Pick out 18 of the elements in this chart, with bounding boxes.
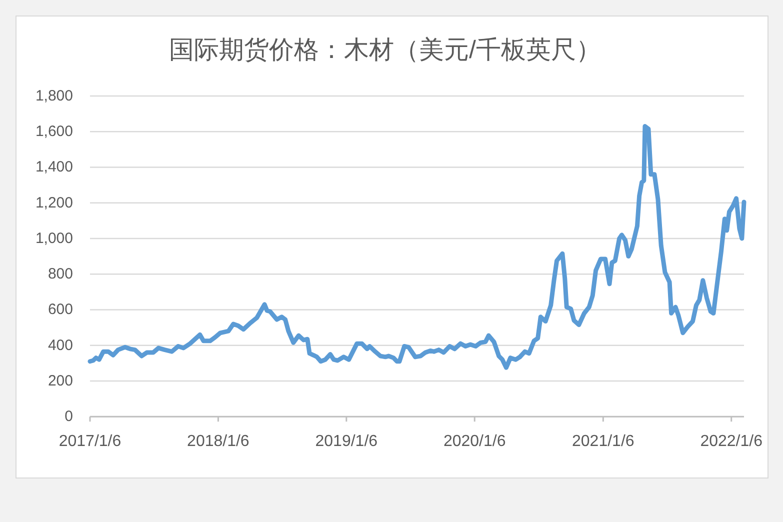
y-tick-label: 600 <box>48 301 73 318</box>
y-tick-label: 1,600 <box>35 123 73 140</box>
y-tick-label: 400 <box>48 336 73 354</box>
y-tick-label: 800 <box>48 266 73 283</box>
x-tick-label: 2017/1/6 <box>58 433 122 450</box>
chart-title: 国际期货价格：木材（美元/千板英尺） <box>169 36 601 64</box>
x-tick-label: 2022/1/6 <box>700 433 763 450</box>
x-tick-label: 2019/1/6 <box>315 433 378 450</box>
y-tick-label: 1,200 <box>35 194 73 212</box>
y-tick-label: 1,400 <box>35 158 73 176</box>
x-tick-label: 2021/1/6 <box>572 433 634 450</box>
line-series <box>88 124 746 370</box>
y-tick-label: 1,000 <box>35 230 73 247</box>
x-tick-label: 2018/1/6 <box>187 433 250 450</box>
x-tick-label: 2020/1/6 <box>443 433 506 450</box>
y-tick-label: 200 <box>48 372 73 390</box>
y-tick-label: 0 <box>64 408 73 426</box>
y-tick-label: 1,800 <box>35 88 73 104</box>
